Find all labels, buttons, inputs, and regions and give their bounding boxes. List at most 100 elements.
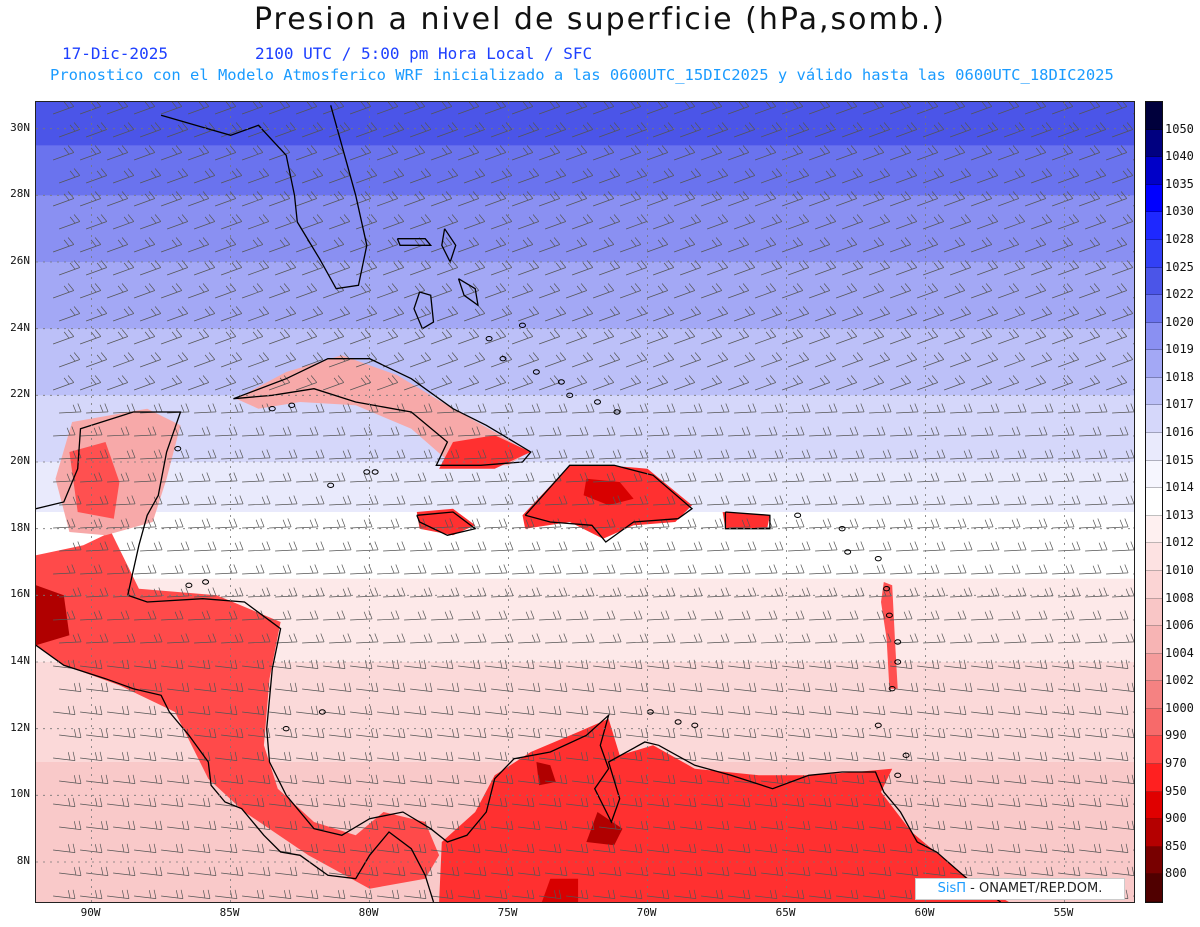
islet-3 <box>594 399 602 405</box>
lat-tick-label: 14N <box>10 654 30 667</box>
forecast-date: 17-Dic-2025 <box>62 44 168 63</box>
wind-barbs <box>52 102 1134 899</box>
colorbar-cell <box>1146 267 1162 296</box>
coastline-florida <box>160 105 368 290</box>
islet-5 <box>485 335 493 342</box>
colorbar-cell <box>1146 543 1162 571</box>
colorbar-cell <box>1146 515 1162 544</box>
valid-time: 2100 UTC / 5:00 pm Hora Local / SFC <box>255 44 593 63</box>
pressure-band-2 <box>36 195 1134 263</box>
lon-tick-label: 65W <box>775 906 796 919</box>
colorbar-cell <box>1146 377 1162 406</box>
islet-0 <box>532 369 540 375</box>
islet-28 <box>174 445 182 452</box>
lon-tick-label: 55W <box>1053 906 1074 919</box>
colorbar-cell <box>1146 626 1162 654</box>
colorbar-cell <box>1146 460 1162 489</box>
colorbar-label: 1000 <box>1165 700 1194 715</box>
colorbar-label: 850 <box>1165 838 1187 853</box>
credit-text: - ONAMET/REP.DOM. <box>966 881 1103 896</box>
coastline-puerto-rico <box>724 511 771 530</box>
colorbar-label: 800 <box>1165 866 1187 881</box>
colorbar-label: 1020 <box>1165 314 1194 329</box>
lat-tick-label: 24N <box>10 320 30 334</box>
coastline-yucatan-mexico <box>36 411 1001 902</box>
colorbar-cell <box>1146 681 1162 709</box>
islet-1 <box>557 379 565 385</box>
low-pressure-andes-core-2 <box>586 812 623 846</box>
lat-tick-label: 22N <box>10 387 30 401</box>
colorbar-cell <box>1146 129 1162 158</box>
colorbar-cell <box>1146 488 1162 516</box>
colorbar-label: 1006 <box>1165 618 1194 633</box>
credit-box: SisΠ - ONAMET/REP.DOM. <box>915 878 1125 900</box>
coastline-grand-bahama <box>396 238 433 246</box>
colorbar-label: 1014 <box>1165 480 1194 495</box>
colorbar-label: 970 <box>1165 756 1187 771</box>
colorbar-label: 1018 <box>1165 369 1194 384</box>
islet-24 <box>363 469 371 475</box>
islet-22 <box>691 722 699 729</box>
islet-19 <box>894 772 902 779</box>
colorbar-label: 1015 <box>1165 452 1194 467</box>
colorbar-label: 900 <box>1165 811 1187 826</box>
colorbar-label: 1016 <box>1165 425 1194 440</box>
pressure-band-0 <box>36 102 1134 146</box>
lat-tick-label: 20N <box>10 454 30 467</box>
islet-16 <box>838 525 846 532</box>
islet-13 <box>888 685 896 692</box>
islet-6 <box>518 322 526 329</box>
colorbar-cell <box>1146 433 1162 461</box>
coastline-pacific-coast <box>36 644 435 902</box>
low-pressure-cuba <box>236 355 528 466</box>
lon-tick-label: 90W <box>80 906 101 919</box>
colorbar-label: 1040 <box>1165 149 1194 164</box>
model-info: Pronostico con el Modelo Atmosferico WRF… <box>50 66 1114 84</box>
islet-31 <box>318 709 326 715</box>
coastline-hispaniola <box>524 464 694 543</box>
lat-tick-label: 12N <box>10 720 30 734</box>
colorbar-label: 1019 <box>1165 342 1194 357</box>
low-pressure-cuba-east <box>439 435 531 469</box>
colorbar-label: 1022 <box>1165 287 1194 302</box>
colorbar-cell <box>1146 212 1162 240</box>
colorbar-cell <box>1146 322 1162 351</box>
colorbar-cell <box>1146 708 1162 737</box>
pressure-band-5 <box>36 395 1134 463</box>
colorbar-cell <box>1146 736 1162 765</box>
pressure-band-1 <box>36 145 1134 196</box>
coastline-bahamas-andros <box>413 291 435 330</box>
lat-tick-label: 18N <box>10 520 30 534</box>
lon-tick-label: 70W <box>636 906 657 919</box>
colorbar-cell <box>1146 350 1162 378</box>
coastline-jamaica <box>416 511 477 536</box>
lat-tick-label: 30N <box>10 120 30 134</box>
low-pressure-hispaniola-core <box>583 478 634 506</box>
islet-30 <box>185 582 193 589</box>
colorbar-cell <box>1146 874 1162 902</box>
colorbar-label: 990 <box>1165 728 1187 743</box>
colorbar-cell <box>1146 184 1162 213</box>
colorbar-label: 1012 <box>1165 535 1194 550</box>
islet-7 <box>499 355 507 362</box>
low-pressure-central-america <box>36 532 440 889</box>
wind-barb-field <box>52 102 1134 899</box>
low-pressure-lesser-antilles <box>881 582 898 689</box>
colorbar-label: 950 <box>1165 783 1187 798</box>
colorbar-label: 1013 <box>1165 507 1194 522</box>
colorbar-cell <box>1146 653 1162 682</box>
islet-20 <box>674 719 682 725</box>
colorbar-label: 1010 <box>1165 562 1194 577</box>
colorbar-label: 1025 <box>1165 259 1194 274</box>
coastline-cuba <box>233 358 532 466</box>
colorbar-cell <box>1146 157 1162 185</box>
colorbar-label: 1028 <box>1165 231 1194 246</box>
islet-18 <box>902 752 910 759</box>
lat-tick-label: 26N <box>10 254 30 267</box>
islet-23 <box>327 482 335 489</box>
lat-tick-label: 8N <box>16 854 30 867</box>
lon-tick-label: 60W <box>914 906 935 919</box>
low-pressure-puerto-rico <box>722 512 770 529</box>
islet-8 <box>874 555 882 562</box>
map-title: Presion a nivel de superficie (hPa,somb.… <box>253 2 947 37</box>
